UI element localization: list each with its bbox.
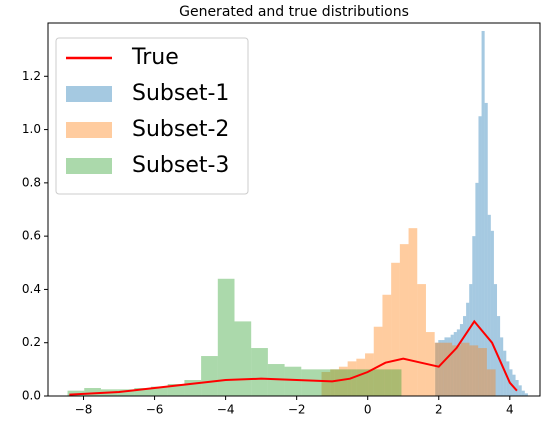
hist-bar — [334, 369, 352, 396]
hist-bar — [167, 384, 185, 396]
hist-bar — [469, 345, 479, 396]
x-tick-label: −2 — [288, 403, 306, 417]
hist-bar — [151, 386, 168, 396]
y-tick-label: 0.0 — [22, 389, 41, 403]
hist-bar — [330, 369, 339, 396]
y-tick-label: 0.6 — [22, 229, 41, 243]
hist-bar — [384, 369, 402, 396]
line — [69, 319, 518, 396]
hist-bar — [490, 230, 494, 396]
y-tick-label: 0.2 — [22, 335, 41, 349]
hist-bar — [487, 214, 491, 396]
hist-bar — [399, 244, 409, 396]
hist-bar — [408, 228, 418, 396]
hist-bar — [478, 348, 487, 396]
y-tick-label: 1.0 — [22, 122, 41, 136]
hist-bar — [486, 369, 496, 396]
hist-bar — [472, 236, 476, 396]
x-tick-label: 4 — [506, 403, 514, 417]
hist-bar — [443, 342, 453, 396]
hist-bar — [453, 332, 457, 396]
legend-swatch — [66, 122, 112, 138]
x-tick-label: −6 — [146, 403, 164, 417]
hist-bar — [463, 316, 467, 396]
hist-bar — [524, 393, 528, 396]
hist-bar — [391, 262, 400, 396]
legend-box — [55, 37, 249, 195]
hist-bar — [456, 329, 460, 396]
hist-bar — [321, 372, 331, 396]
hist-bar — [417, 284, 426, 396]
hist-bar — [478, 116, 482, 396]
x-tick-label: −4 — [217, 403, 235, 417]
hist-bar — [475, 182, 479, 396]
y-tick-label: 0.8 — [22, 175, 41, 189]
legend-label: Subset-3 — [132, 153, 229, 178]
hist-bar — [217, 278, 235, 396]
hist-bar — [452, 345, 461, 396]
hist-bar — [368, 369, 385, 396]
hist-bar — [469, 284, 473, 396]
hist-bar — [338, 366, 348, 396]
hist-bar — [382, 294, 392, 396]
hist-bar — [444, 337, 448, 396]
hist-bar — [518, 385, 522, 396]
hist-bar — [251, 348, 268, 396]
hist-bar — [521, 390, 525, 396]
hist-bar — [301, 369, 318, 396]
hist-bar — [317, 369, 335, 396]
legend: True Subset-1 Subset-2 Subset-3 — [55, 37, 249, 195]
x-tick-label: 0 — [364, 403, 372, 417]
legend-label: Subset-2 — [132, 117, 229, 142]
y-tick-label: 0.4 — [22, 282, 41, 296]
hist-bar — [201, 356, 218, 396]
legend-swatch — [66, 158, 112, 174]
hist-bar — [515, 380, 519, 396]
hist-bar — [84, 388, 101, 396]
hist-bar — [373, 326, 383, 396]
hist-bar — [484, 102, 488, 396]
hist-bar — [435, 342, 439, 396]
hist-bar — [434, 342, 444, 396]
hist-bar — [438, 340, 442, 396]
hist-bar — [284, 366, 302, 396]
hist-bar — [493, 284, 498, 396]
hist-bar — [365, 353, 374, 396]
plot-frame — [47, 22, 541, 397]
chart-title: Generated and true distributions — [179, 4, 409, 20]
legend-swatch — [66, 86, 112, 102]
legend-label: Subset-1 — [132, 81, 229, 106]
hist-bar — [481, 30, 485, 396]
hist-bar — [134, 388, 152, 396]
hist-bar — [234, 321, 252, 396]
hist-bar — [512, 374, 516, 396]
x-tick-label: 2 — [435, 403, 443, 417]
hist-bar — [356, 358, 366, 396]
hist-bar — [450, 334, 454, 396]
hist-bar — [466, 302, 470, 396]
hist-bar — [117, 389, 135, 396]
x-tick-label: −8 — [75, 403, 93, 417]
hist-bar — [441, 340, 445, 396]
y-tick-label: 1.2 — [22, 69, 41, 83]
hist-bar — [460, 342, 470, 396]
hist-bar — [447, 337, 451, 396]
hist-bar — [459, 324, 464, 396]
legend-label: True — [131, 45, 179, 70]
